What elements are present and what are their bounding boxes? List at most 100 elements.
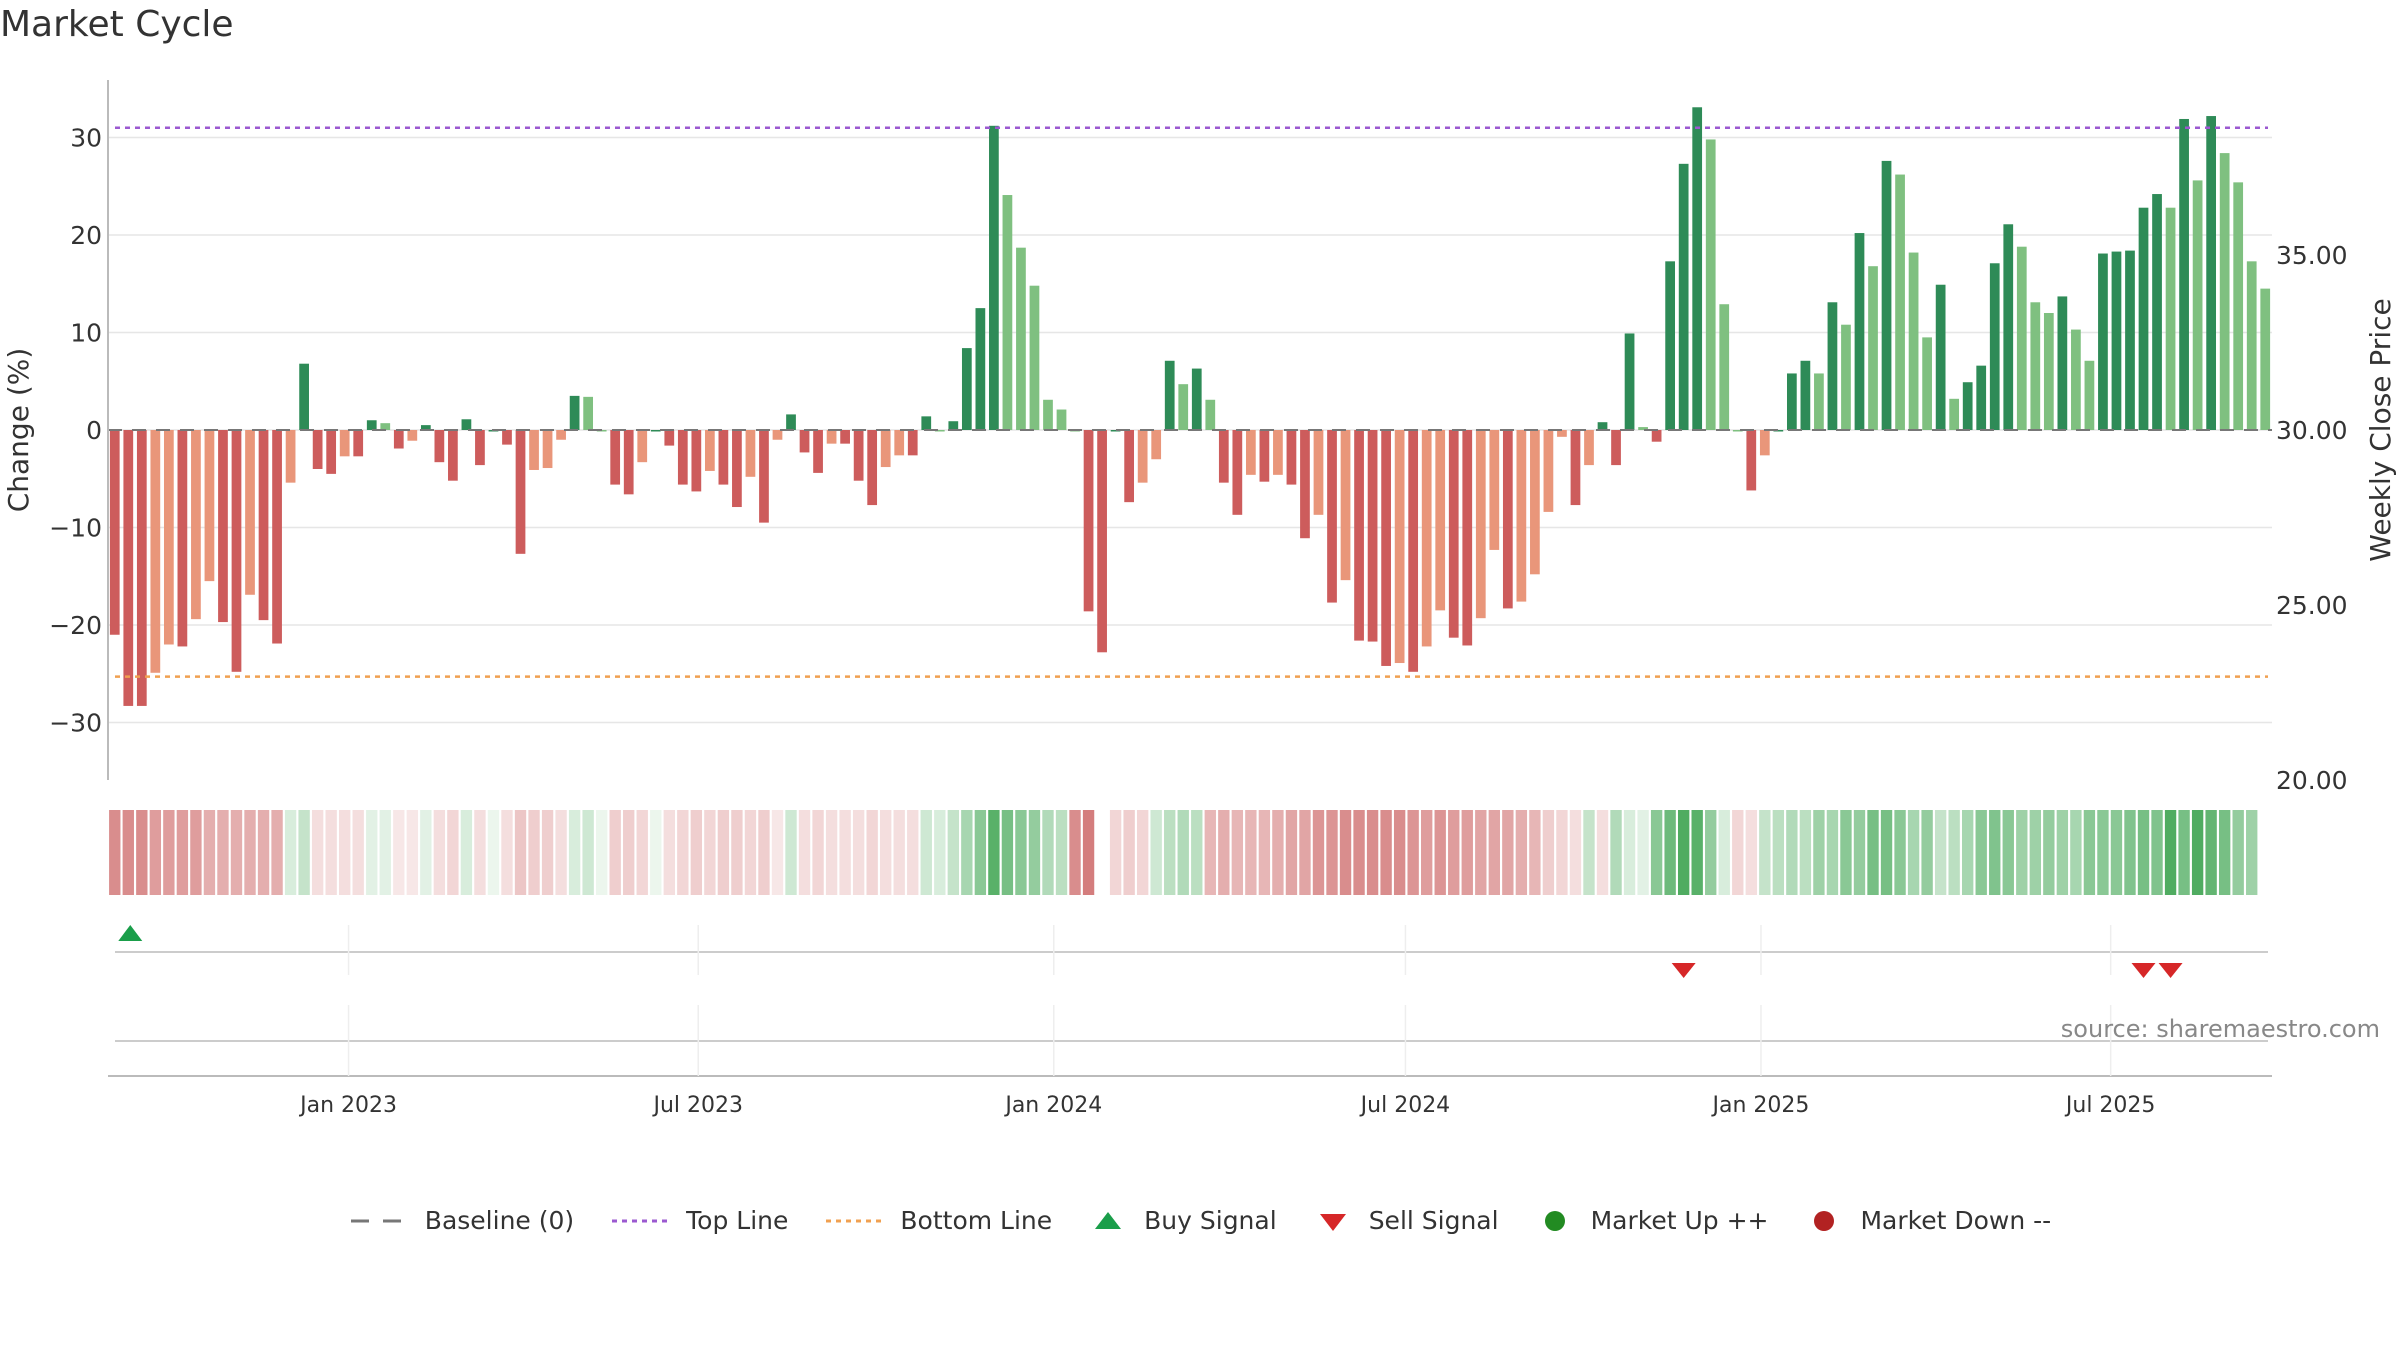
legend-top-line[interactable]: Top Line (610, 1206, 788, 1235)
x-tick-label: Jul 2023 (652, 1093, 744, 1118)
bar (312, 430, 323, 469)
strip-cell (2110, 810, 2123, 895)
strip-cell (1610, 810, 1622, 895)
bar (1124, 430, 1135, 503)
strip-cell (514, 810, 527, 895)
x-tick-label: Jul 2024 (1359, 1093, 1451, 1118)
bar (1908, 252, 1919, 430)
strip-cell (920, 810, 932, 895)
bar (2030, 302, 2041, 430)
strip-cell (2083, 810, 2096, 895)
strip-cell (1650, 810, 1663, 895)
x-tick-label: Jan 2023 (298, 1093, 397, 1118)
bar (2043, 313, 2054, 430)
bar (1421, 430, 1432, 647)
legend-baseline[interactable]: Baseline (0) (349, 1206, 574, 1235)
bar (1773, 430, 1784, 432)
bar (1286, 430, 1297, 485)
bar (1814, 373, 1824, 430)
strip-cell (190, 810, 202, 895)
strip-cell (1069, 810, 1081, 895)
bar (1300, 430, 1310, 539)
bar (1854, 233, 1865, 430)
bar (1786, 373, 1797, 430)
bar (2071, 329, 2081, 430)
strip-cell (487, 810, 500, 895)
strip-cell (339, 810, 351, 895)
strip-cell (271, 810, 283, 895)
strip-cell (880, 810, 892, 895)
strip-cell (1853, 810, 1866, 895)
bar (1313, 430, 1324, 515)
signal-panel (115, 925, 2268, 1042)
y-tick-label-right: 35.00 (2276, 241, 2348, 270)
sell-signal-marker (2131, 963, 2156, 978)
bar (380, 423, 391, 430)
strip-cell (785, 810, 797, 895)
legend-bottom-line-label: Bottom Line (900, 1206, 1053, 1235)
bar (461, 419, 472, 430)
legend-buy-label: Buy Signal (1144, 1206, 1277, 1235)
strip-cell (109, 810, 121, 895)
bar (1056, 409, 1067, 430)
y-tick-label: −20 (49, 611, 102, 640)
bar (136, 430, 147, 706)
bar (826, 430, 837, 444)
strip-cell (1623, 810, 1636, 895)
strip-cell (582, 810, 594, 895)
strip-cell (1258, 810, 1271, 895)
bar (204, 430, 215, 582)
strip-cell (203, 810, 216, 895)
bar (1205, 399, 1216, 430)
x-tick-label: Jan 2024 (1003, 1093, 1102, 1118)
legend-buy-signal[interactable]: Buy Signal (1088, 1206, 1277, 1235)
bar (150, 430, 161, 673)
legend-bottom-line[interactable]: Bottom Line (824, 1206, 1052, 1235)
strip-cell (1028, 810, 1041, 895)
axes: 30 20 10 0 −10 −20 −30 35.00 30.00 25.00 20.00 (49, 80, 2348, 795)
strip-cell (1894, 810, 1906, 895)
strip-cell (1204, 810, 1216, 895)
bar (1692, 107, 1703, 431)
strip-cell (1813, 810, 1825, 895)
strip-cell (595, 810, 608, 895)
bar (258, 430, 269, 621)
legend-market-down[interactable]: Market Down -- (1804, 1206, 2051, 1235)
legend-market-up[interactable]: Market Up ++ (1535, 1206, 1768, 1235)
strip-cell (1421, 810, 1433, 895)
strip-cell (974, 810, 987, 895)
intensity-strip (109, 810, 2258, 895)
strip-cell (460, 810, 473, 895)
strip-cell (1299, 810, 1311, 895)
strip-cell (1745, 810, 1757, 895)
strip-cell (2246, 810, 2258, 895)
sell-signal-marker (1671, 963, 1696, 978)
bar (1746, 430, 1757, 491)
strip-cell (2097, 810, 2109, 895)
bar (894, 430, 905, 456)
strip-cell (866, 810, 878, 895)
legend-sell-signal[interactable]: Sell Signal (1313, 1206, 1499, 1235)
strip-cell (2164, 810, 2177, 895)
bar (691, 430, 702, 492)
bar (786, 414, 796, 430)
bar (1949, 398, 1960, 430)
bar (2165, 207, 2176, 430)
bar (285, 430, 296, 483)
strip-cell (1975, 810, 1987, 895)
bar (366, 420, 377, 430)
bar (2111, 251, 2122, 430)
bar (1922, 337, 1932, 430)
strip-cell (501, 810, 513, 895)
strip-cell (2191, 810, 2204, 895)
strip-cell (1475, 810, 1487, 895)
strip-cell (771, 810, 784, 895)
bar (542, 430, 553, 469)
strip-cell (352, 810, 364, 895)
bar (529, 430, 539, 470)
bar (1164, 360, 1175, 430)
strip-cell (1948, 810, 1960, 895)
x-tick-label: Jan 2025 (1710, 1093, 1809, 1118)
reference-lines (108, 126, 2272, 678)
strip-cell (934, 810, 946, 895)
